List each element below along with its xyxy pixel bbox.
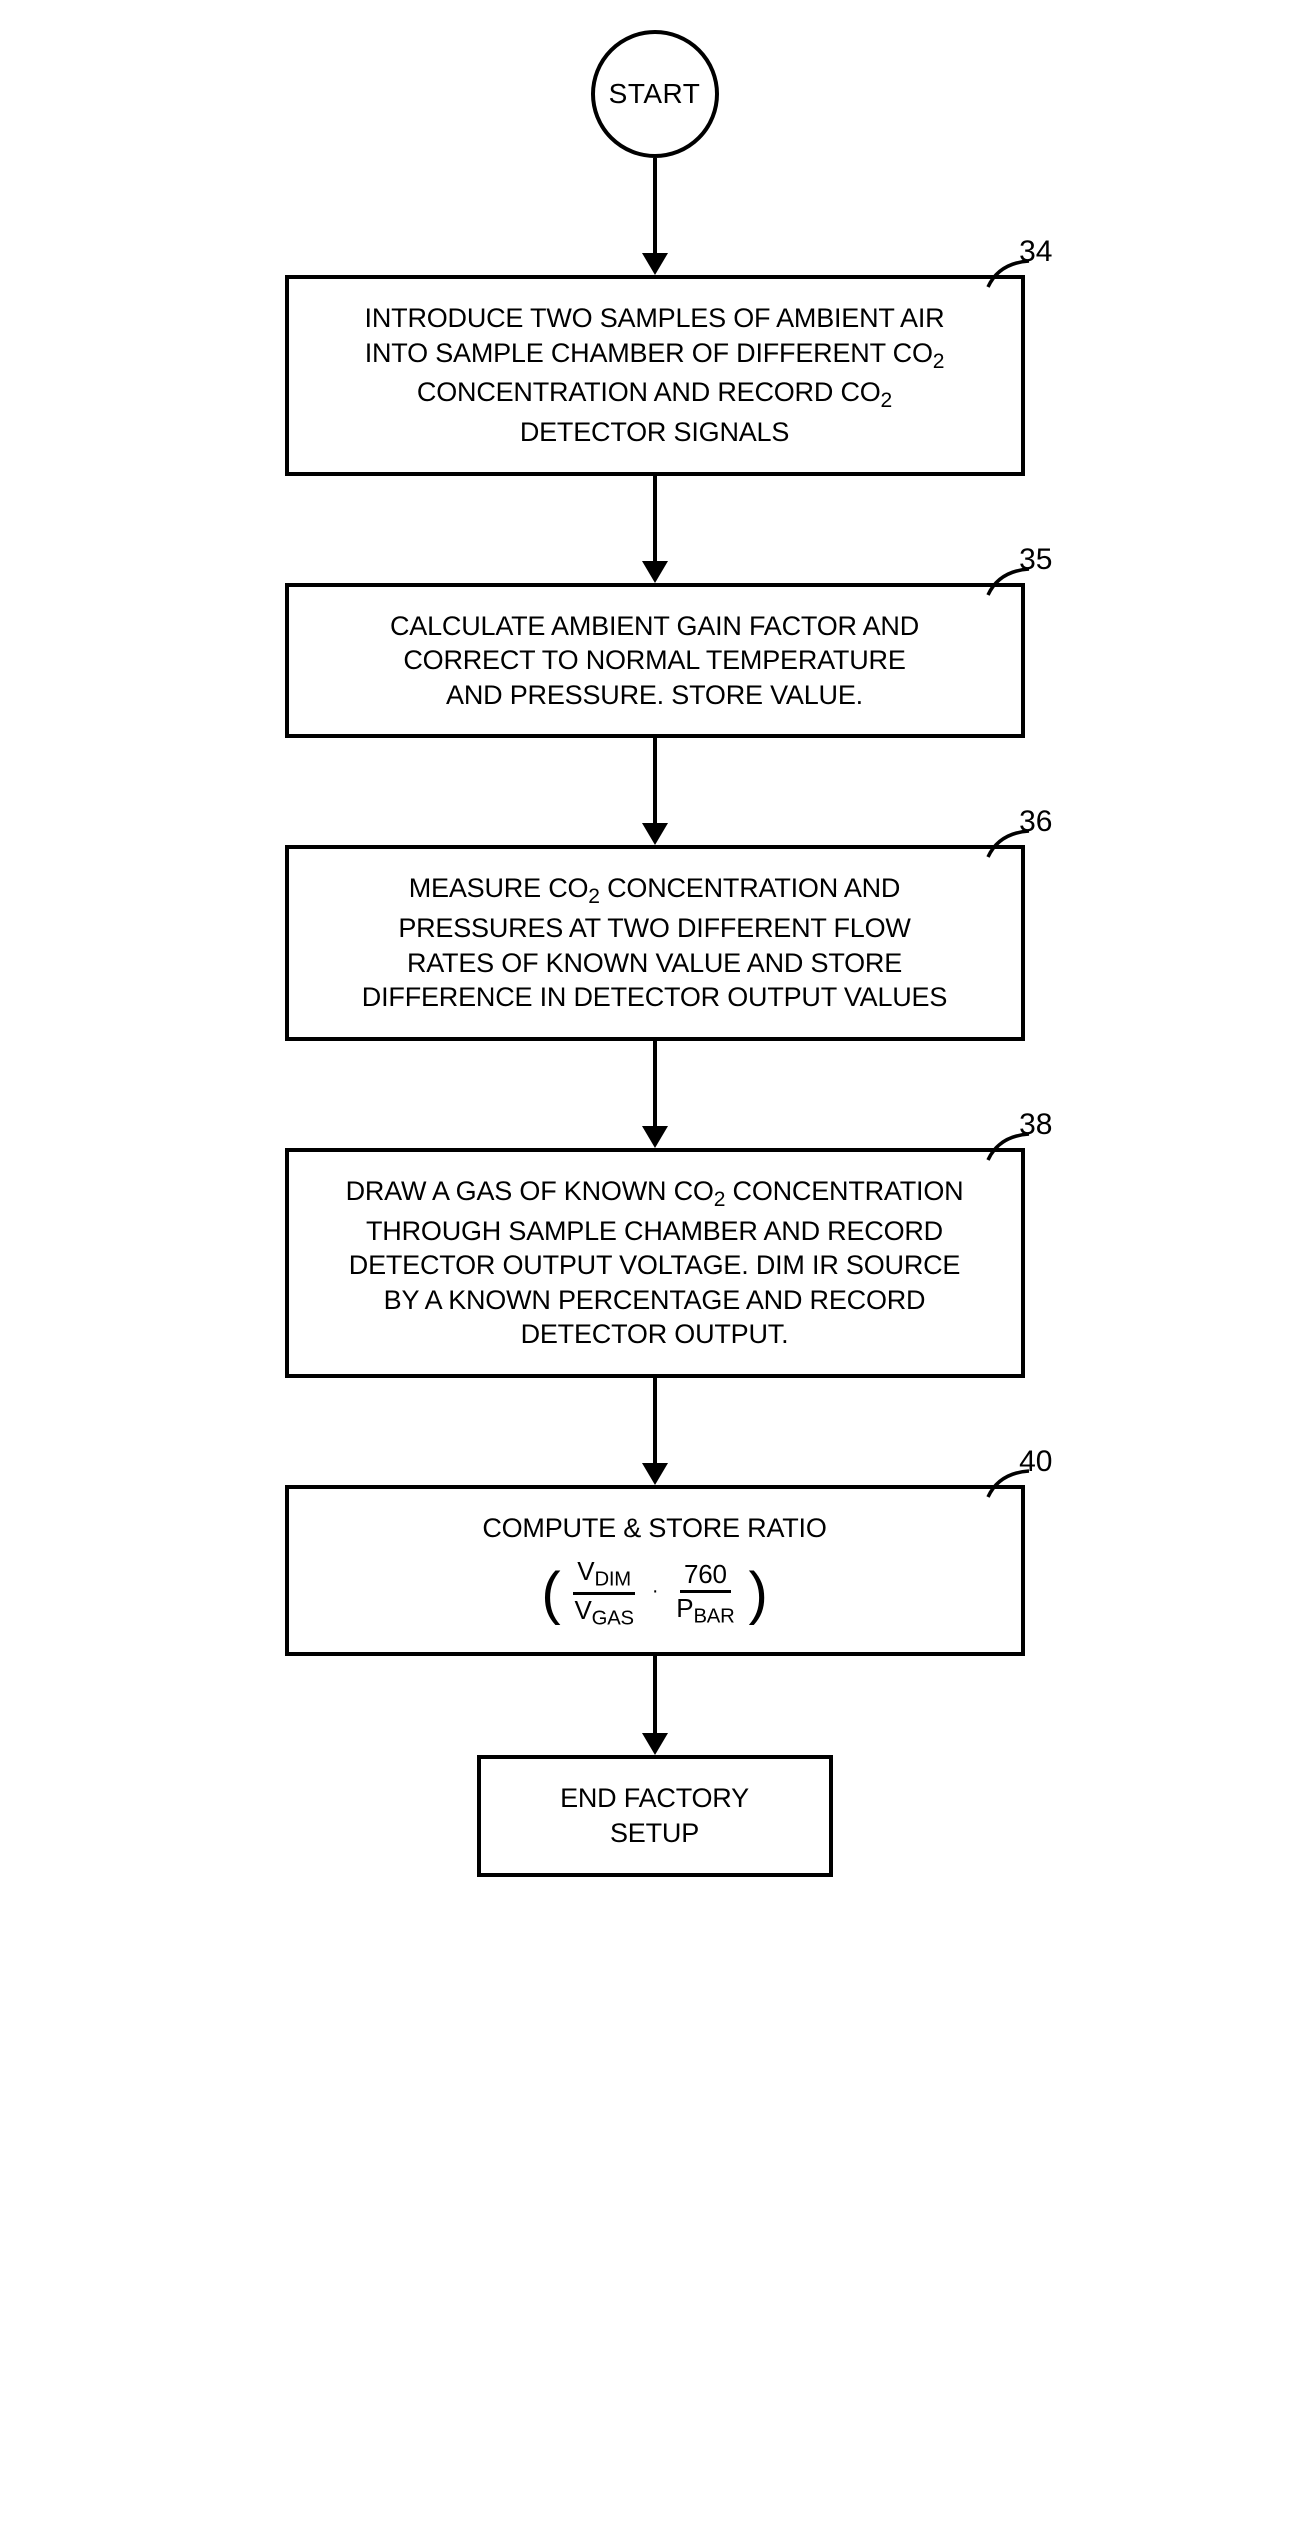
formula-den: PBAR xyxy=(672,1593,738,1628)
arrow-head-icon xyxy=(642,1126,668,1148)
step-36: 36 MEASURE CO2 CONCENTRATION AND PRESSUR… xyxy=(285,845,1025,1040)
step-line: RATES OF KNOWN VALUE AND STORE xyxy=(407,948,902,978)
step-line: CALCULATE AMBIENT GAIN FACTOR AND xyxy=(390,611,919,641)
arrow-head-icon xyxy=(642,1463,668,1485)
end-line: SETUP xyxy=(610,1818,699,1848)
step-34: 34 INTRODUCE TWO SAMPLES OF AMBIENT AIR … xyxy=(285,275,1025,476)
formula: ( VDIM VGAS · 760 PBAR ) xyxy=(541,1557,767,1630)
ref-number: 35 xyxy=(1019,543,1052,577)
step-box: MEASURE CO2 CONCENTRATION AND PRESSURES … xyxy=(285,845,1025,1040)
arrow-shaft xyxy=(653,476,657,562)
arrow-head-icon xyxy=(642,561,668,583)
arrow-head-icon xyxy=(642,1733,668,1755)
step-line: THROUGH SAMPLE CHAMBER AND RECORD xyxy=(366,1216,943,1246)
step-box: INTRODUCE TWO SAMPLES OF AMBIENT AIR INT… xyxy=(285,275,1025,476)
ref-number: 40 xyxy=(1019,1445,1052,1479)
start-label: START xyxy=(609,78,701,110)
step-line: DETECTOR OUTPUT VOLTAGE. DIM IR SOURCE xyxy=(349,1250,960,1280)
flowchart-container: START 34 INTRODUCE TWO SAMPLES OF AMBIEN… xyxy=(265,30,1045,1877)
step-line: INTRODUCE TWO SAMPLES OF AMBIENT AIR xyxy=(365,303,945,333)
arrow-head-icon xyxy=(642,823,668,845)
arrow xyxy=(642,1656,668,1755)
ref-number: 36 xyxy=(1019,805,1052,839)
step-line: INTO SAMPLE CHAMBER OF DIFFERENT CO2 xyxy=(365,338,945,368)
arrow xyxy=(642,476,668,583)
arrow xyxy=(642,1041,668,1148)
step-title: COMPUTE & STORE RATIO xyxy=(482,1513,826,1543)
start-node: START xyxy=(591,30,719,158)
ref-number: 38 xyxy=(1019,1108,1052,1142)
step-line: DETECTOR OUTPUT. xyxy=(521,1319,789,1349)
dot-operator-icon: · xyxy=(648,1579,662,1605)
step-line: DIFFERENCE IN DETECTOR OUTPUT VALUES xyxy=(362,982,947,1012)
step-line: AND PRESSURE. STORE VALUE. xyxy=(446,680,863,710)
step-line: CORRECT TO NORMAL TEMPERATURE xyxy=(403,645,905,675)
step-40: 40 COMPUTE & STORE RATIO ( VDIM VGAS · 7… xyxy=(285,1485,1025,1656)
formula-num: 760 xyxy=(680,1560,731,1593)
arrow xyxy=(642,158,668,275)
paren-left-icon: ( xyxy=(541,1571,560,1617)
step-line: BY A KNOWN PERCENTAGE AND RECORD xyxy=(384,1285,926,1315)
arrow xyxy=(642,738,668,845)
end-node: END FACTORY SETUP xyxy=(477,1755,833,1876)
end-line: END FACTORY xyxy=(560,1783,749,1813)
step-box: DRAW A GAS OF KNOWN CO2 CONCENTRATION TH… xyxy=(285,1148,1025,1378)
formula-num: VDIM xyxy=(573,1557,635,1595)
formula-den: VGAS xyxy=(570,1595,637,1630)
arrow-shaft xyxy=(653,1378,657,1464)
arrow-shaft xyxy=(653,738,657,824)
step-line: DRAW A GAS OF KNOWN CO2 CONCENTRATION xyxy=(346,1176,964,1206)
arrow-head-icon xyxy=(642,253,668,275)
step-line: PRESSURES AT TWO DIFFERENT FLOW xyxy=(398,913,910,943)
paren-right-icon: ) xyxy=(749,1571,768,1617)
step-box: CALCULATE AMBIENT GAIN FACTOR AND CORREC… xyxy=(285,583,1025,739)
fraction-left: VDIM VGAS xyxy=(570,1557,637,1630)
step-line: CONCENTRATION AND RECORD CO2 xyxy=(417,377,892,407)
ref-number: 34 xyxy=(1019,235,1052,269)
arrow-shaft xyxy=(653,1656,657,1734)
step-35: 35 CALCULATE AMBIENT GAIN FACTOR AND COR… xyxy=(285,583,1025,739)
fraction-right: 760 PBAR xyxy=(672,1560,738,1628)
arrow-shaft xyxy=(653,1041,657,1127)
arrow-shaft xyxy=(653,158,657,254)
step-38: 38 DRAW A GAS OF KNOWN CO2 CONCENTRATION… xyxy=(285,1148,1025,1378)
step-line: MEASURE CO2 CONCENTRATION AND xyxy=(409,873,900,903)
step-line: DETECTOR SIGNALS xyxy=(520,417,789,447)
step-box: COMPUTE & STORE RATIO ( VDIM VGAS · 760 … xyxy=(285,1485,1025,1656)
arrow xyxy=(642,1378,668,1485)
